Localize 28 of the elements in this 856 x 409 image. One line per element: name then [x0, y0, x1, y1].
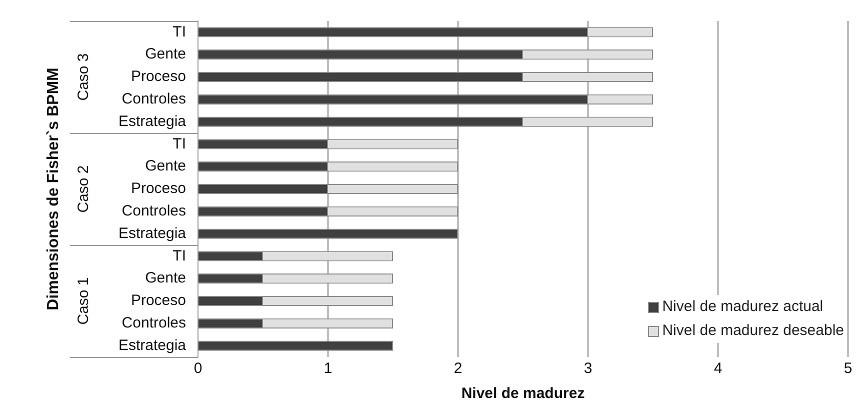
- y-tick-label: Estrategia: [118, 112, 187, 130]
- x-tick-label: 2: [454, 360, 462, 378]
- y-tick-label: Controles: [122, 314, 186, 332]
- y-tick-label: Gente: [145, 46, 186, 63]
- y-tick-label: TI: [172, 135, 186, 152]
- y-tick-label: TI: [172, 247, 186, 264]
- y-tick-label: Controles: [122, 90, 186, 108]
- text: Caso 1: [75, 277, 92, 325]
- y-tick-label: Gente: [145, 270, 186, 287]
- y-tick-label: Estrategia: [118, 336, 187, 354]
- y-tick-label: Estrategia: [118, 224, 187, 242]
- x-tick-label: 4: [714, 360, 722, 378]
- x-tick-label: 5: [844, 360, 852, 378]
- x-tick-label: 1: [324, 360, 332, 378]
- y-tick-label: Gente: [145, 158, 186, 175]
- y-tick-label: Proceso: [130, 68, 186, 86]
- text: Caso 2: [75, 165, 92, 213]
- legend-label: Nivel de madurez actual: [662, 298, 824, 315]
- y-tick-label: TI: [172, 23, 186, 40]
- y-axis-title: Dimensiones de Fisher`s BPMM: [45, 68, 62, 310]
- x-tick-label: 3: [584, 360, 592, 378]
- y-tick-label: Proceso: [130, 292, 186, 310]
- y-tick-label: Proceso: [130, 180, 186, 198]
- text: Caso 3: [75, 53, 92, 101]
- y-tick-label: Controles: [122, 202, 186, 220]
- x-axis-title: Nivel de madurez: [461, 385, 585, 402]
- x-tick-label: 0: [194, 360, 202, 378]
- legend-label: Nivel de madurez deseable: [662, 322, 844, 339]
